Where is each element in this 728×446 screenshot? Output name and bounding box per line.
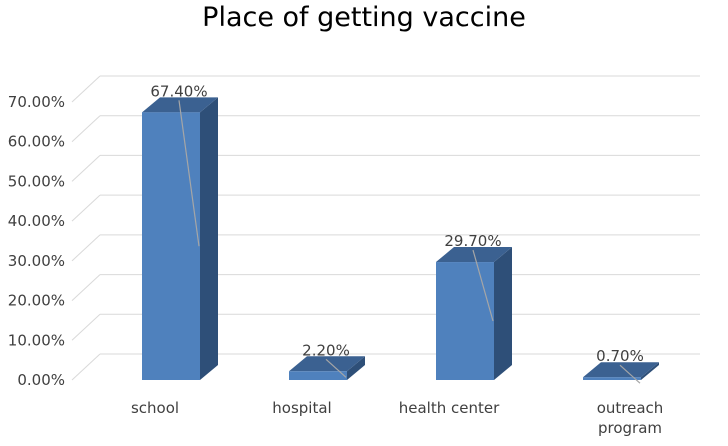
y-tick-label: 50.00% — [8, 172, 65, 190]
bar — [289, 356, 365, 380]
x-category-label: hospital — [272, 399, 331, 417]
data-labels: 67.40% 2.20% 29.70% 0.70% — [150, 82, 644, 384]
x-category-label: school — [131, 399, 179, 417]
svg-text:2.20%: 2.20% — [302, 341, 350, 359]
data-label: 67.40% — [150, 82, 208, 247]
data-label: 2.20% — [302, 341, 350, 378]
y-tick-label: 20.00% — [8, 292, 65, 310]
y-tick-label: 40.00% — [8, 212, 65, 230]
bar — [583, 362, 659, 380]
x-axis-categories: school hospital health center outreach progr… — [131, 399, 663, 437]
bar — [436, 247, 512, 380]
y-axis-ticks: 0.00% 10.00% 20.00% 30.00% 40.00% 50.00% 60.00… — [8, 93, 65, 389]
data-label: 0.70% — [596, 347, 644, 384]
bars — [142, 97, 659, 380]
y-tick-label: 70.00% — [8, 93, 65, 111]
chart-title: Place of getting vaccine — [202, 2, 526, 33]
y-tick-label: 10.00% — [8, 331, 65, 349]
svg-text:67.40%: 67.40% — [150, 82, 207, 100]
x-category-label: health center — [399, 399, 500, 417]
bar — [142, 97, 218, 380]
x-category-label: outreach program — [597, 399, 664, 437]
svg-text:0.70%: 0.70% — [596, 347, 644, 365]
gridline — [71, 75, 700, 103]
svg-text:29.70%: 29.70% — [444, 232, 501, 250]
y-tick-label: 0.00% — [17, 371, 65, 389]
y-tick-label: 30.00% — [8, 252, 65, 270]
y-tick-label: 60.00% — [8, 133, 65, 151]
data-label: 29.70% — [444, 232, 502, 322]
